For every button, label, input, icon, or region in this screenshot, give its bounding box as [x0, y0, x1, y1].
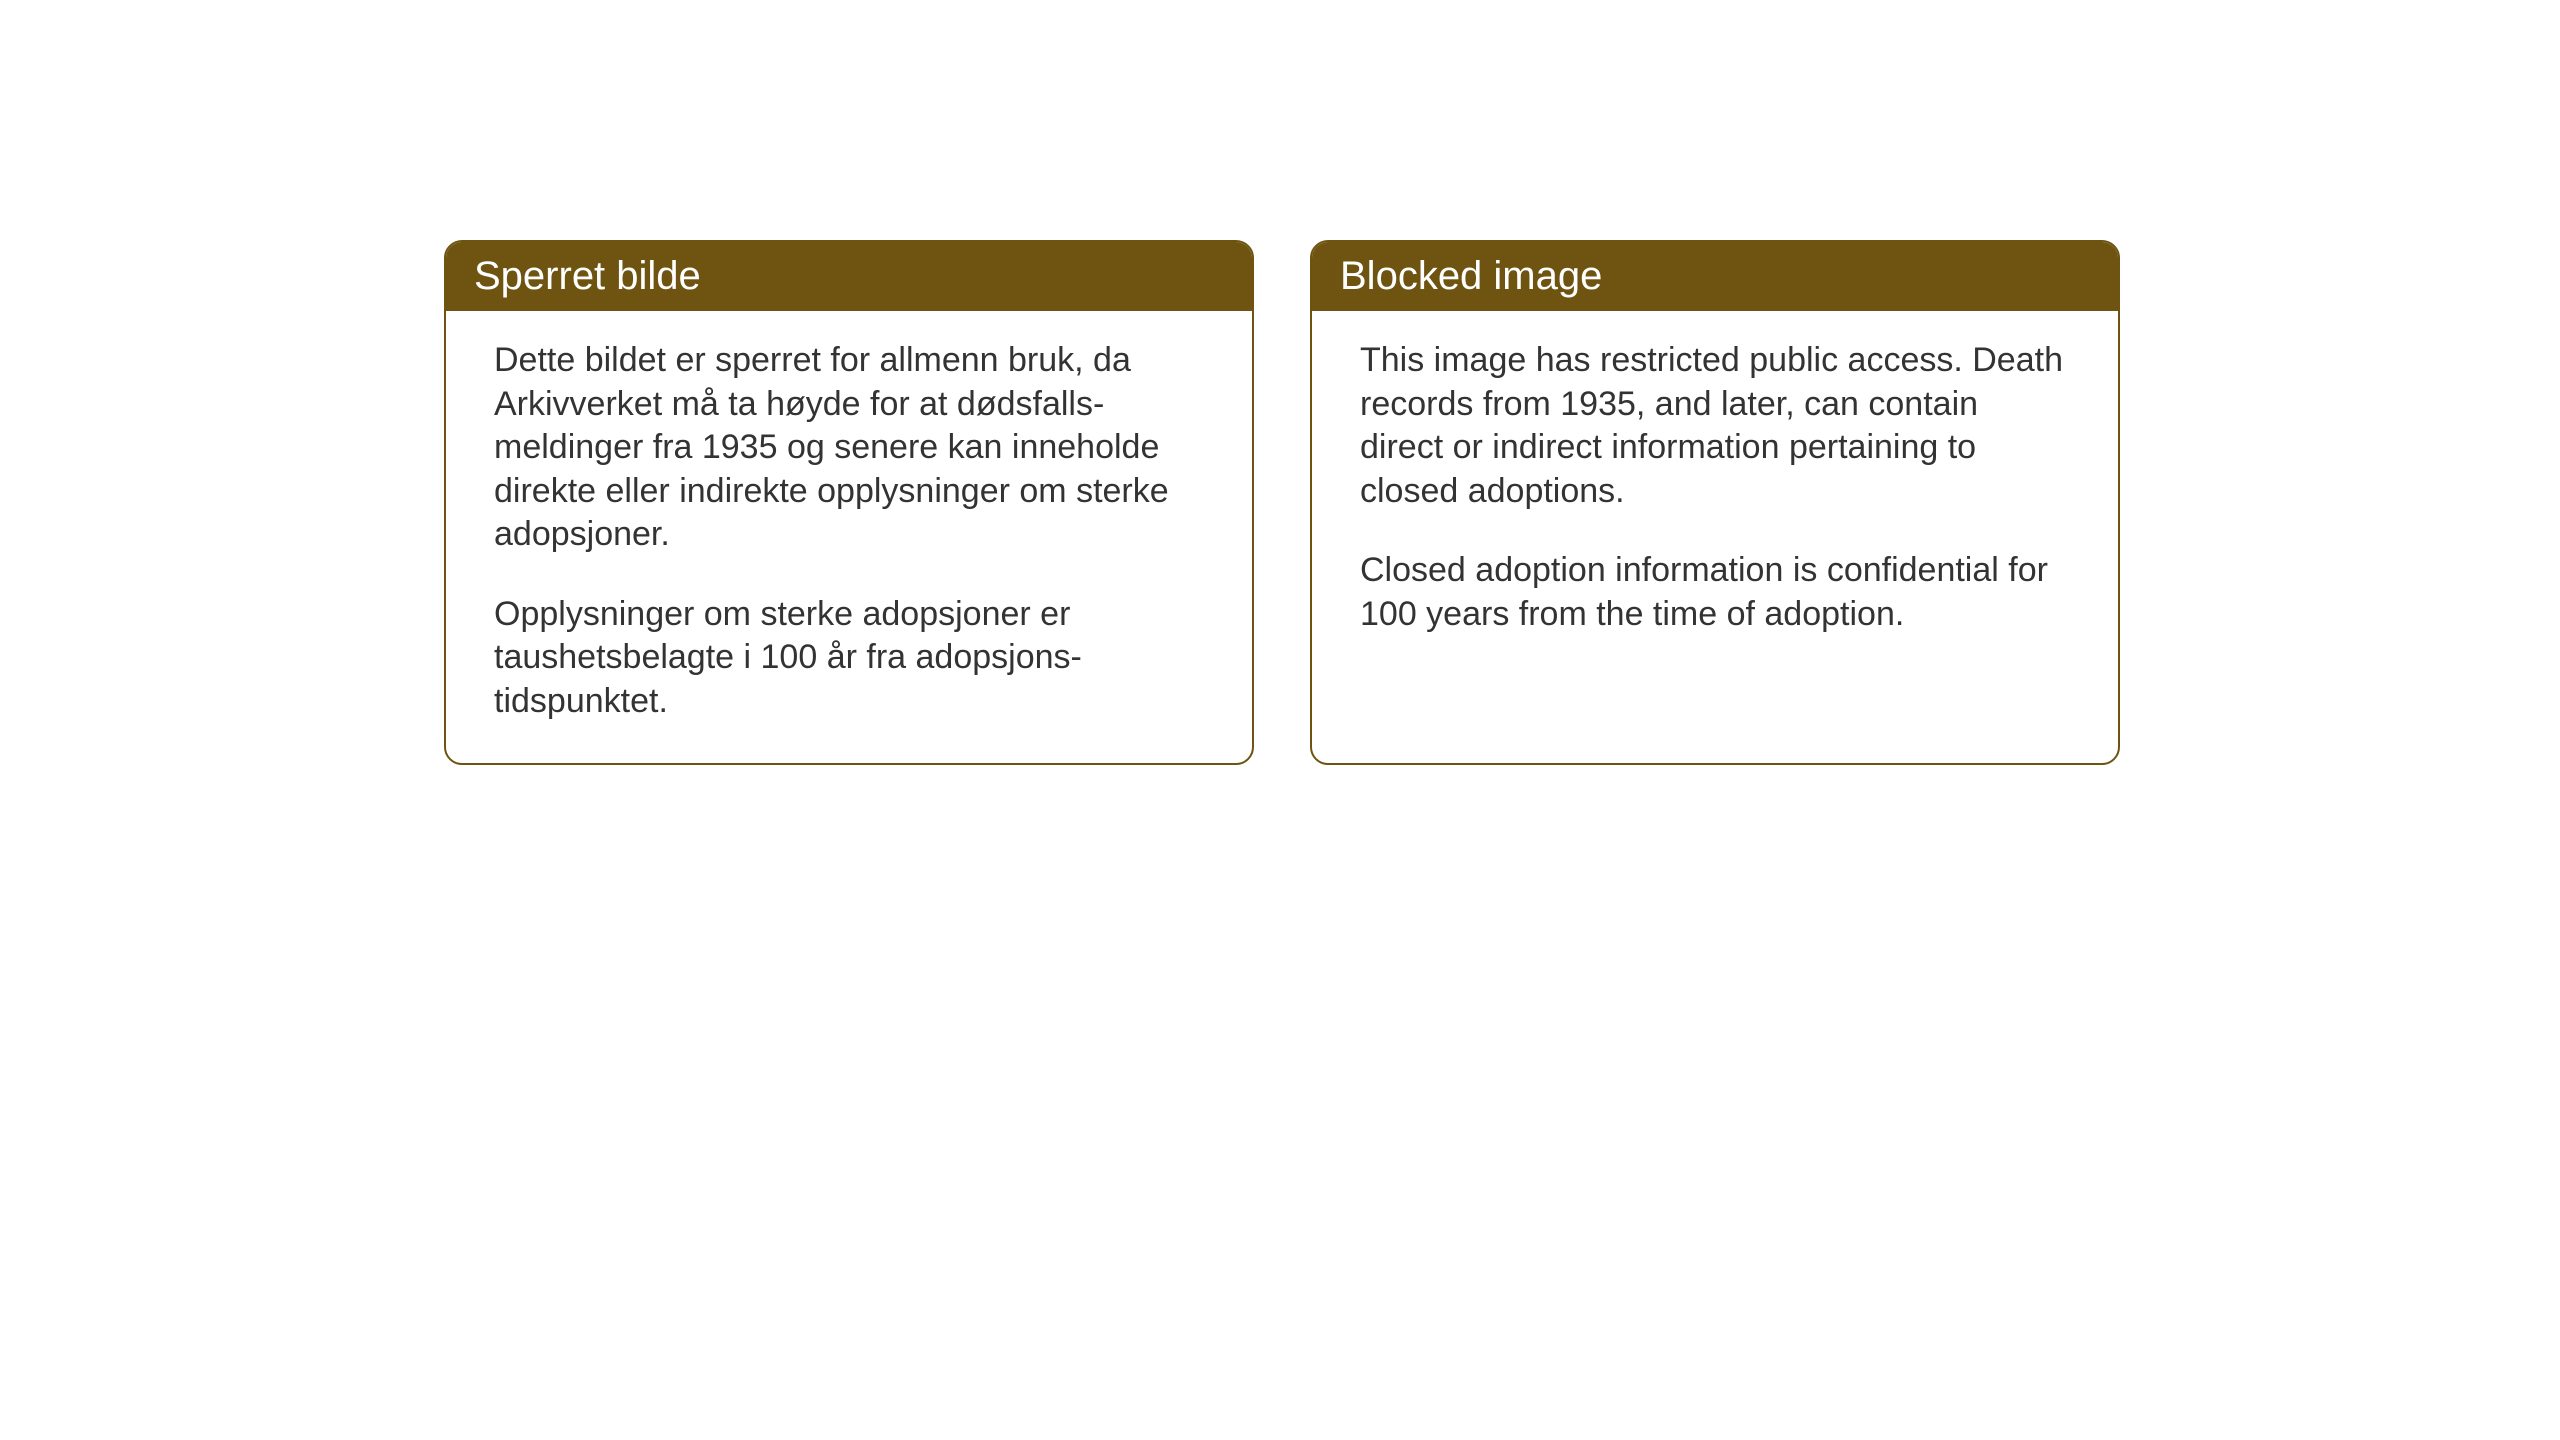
card-header-norwegian: Sperret bilde [446, 242, 1252, 311]
notice-card-english: Blocked image This image has restricted … [1310, 240, 2120, 765]
card-title-norwegian: Sperret bilde [474, 254, 701, 298]
paragraph-1-english: This image has restricted public access.… [1360, 339, 2070, 513]
paragraph-1-norwegian: Dette bildet er sperret for allmenn bruk… [494, 339, 1204, 557]
notice-card-norwegian: Sperret bilde Dette bildet er sperret fo… [444, 240, 1254, 765]
card-title-english: Blocked image [1340, 254, 1602, 298]
card-body-norwegian: Dette bildet er sperret for allmenn bruk… [446, 311, 1252, 763]
paragraph-2-english: Closed adoption information is confident… [1360, 549, 2070, 636]
paragraph-2-norwegian: Opplysninger om sterke adopsjoner er tau… [494, 593, 1204, 724]
notice-container: Sperret bilde Dette bildet er sperret fo… [444, 240, 2120, 765]
card-header-english: Blocked image [1312, 242, 2118, 311]
card-body-english: This image has restricted public access.… [1312, 311, 2118, 751]
